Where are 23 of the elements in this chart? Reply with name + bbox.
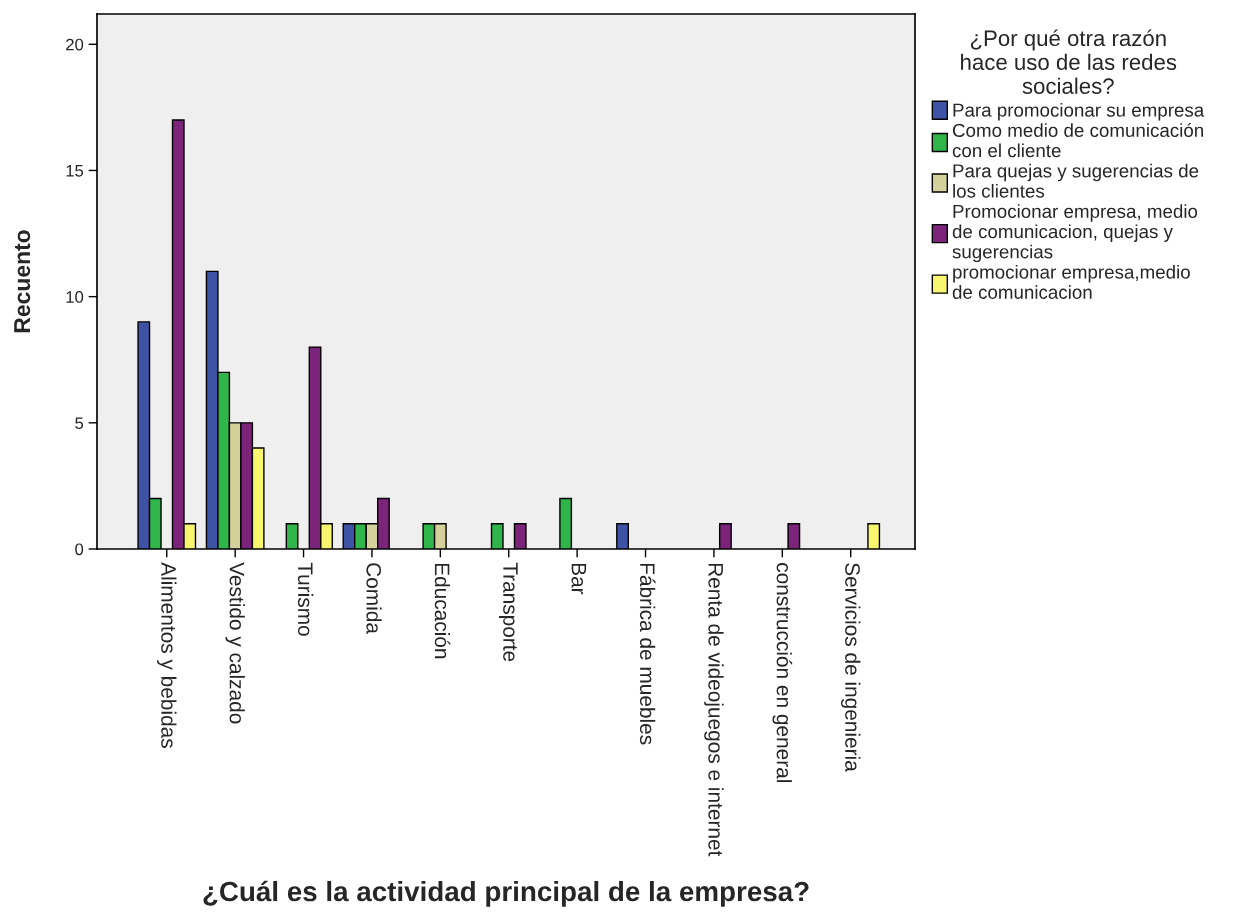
x-tick-label: Servicios de ingenieria bbox=[841, 563, 861, 772]
y-tick-label: 15 bbox=[66, 165, 84, 177]
x-tick-label: construcción en general bbox=[772, 563, 793, 782]
x-tick-label: Comida bbox=[366, 563, 382, 634]
legend-title: ¿Por qué otra razón hace uso de las redes sociales? bbox=[961, 29, 1177, 94]
x-tick-label: Fábrica de muebles bbox=[639, 563, 656, 745]
x-tick-label: Bar bbox=[571, 563, 587, 595]
x-tick-label: Educación bbox=[434, 563, 451, 659]
legend-label: promocionar empresa,medio de comunicacion bbox=[952, 264, 1190, 299]
x-tick-label: Alimentos y bebidas bbox=[157, 562, 177, 748]
y-tick-label: 20 bbox=[66, 38, 84, 51]
legend-label: Para quejas y sugerencias de los clientes bbox=[953, 163, 1199, 198]
y-tick-label: 10 bbox=[66, 291, 84, 303]
y-tick-label: 0 bbox=[75, 543, 84, 556]
y-axis-title: Recuento bbox=[14, 230, 31, 333]
y-tick-label: 5 bbox=[75, 417, 84, 430]
legend-label: Como medio de comunicación con el cliente bbox=[952, 123, 1203, 158]
x-tick-label: Renta de videojuegos e internet bbox=[704, 563, 724, 857]
legend-label: Para promocionar su empresa bbox=[953, 102, 1205, 121]
x-tick-label: Transporte bbox=[499, 562, 518, 662]
x-axis-title: ¿Cuál es la actividad principal de la empresa? bbox=[203, 880, 809, 907]
x-tick-label: Turismo bbox=[297, 562, 314, 636]
x-tick-label: Vestido y calzado bbox=[225, 562, 245, 724]
